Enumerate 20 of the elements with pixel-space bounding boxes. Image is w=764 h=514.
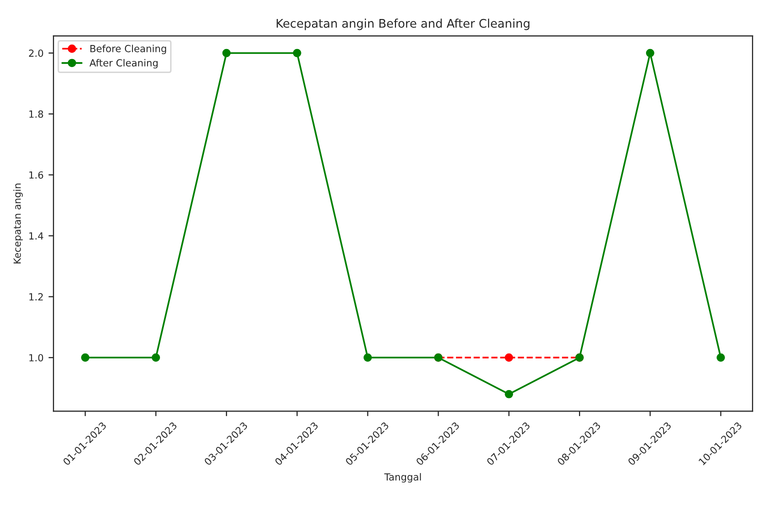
y-tick-label: 1.8 <box>29 110 44 118</box>
x-axis-title: Tanggal <box>384 473 421 482</box>
point <box>716 353 725 362</box>
point <box>292 48 302 58</box>
point <box>81 353 90 362</box>
point <box>222 48 231 58</box>
y-tick-label: 1.4 <box>29 232 44 240</box>
point <box>364 353 372 362</box>
chart-title: Kecepatan angin Before and After Cleaning <box>276 18 530 30</box>
y-tick-label: 1.2 <box>29 293 43 300</box>
legend-label: After Cleaning <box>90 59 158 68</box>
point <box>504 353 514 362</box>
point <box>152 353 160 362</box>
y-tick-label: 2.0 <box>29 50 44 57</box>
y-axis-title: Kecepatan angin <box>13 184 23 264</box>
point <box>504 390 514 398</box>
point <box>646 48 654 58</box>
legend-label: Before Cleaning <box>90 44 166 54</box>
y-tick-label: 1.6 <box>29 171 44 179</box>
y-tick-label: 1.0 <box>29 354 44 362</box>
